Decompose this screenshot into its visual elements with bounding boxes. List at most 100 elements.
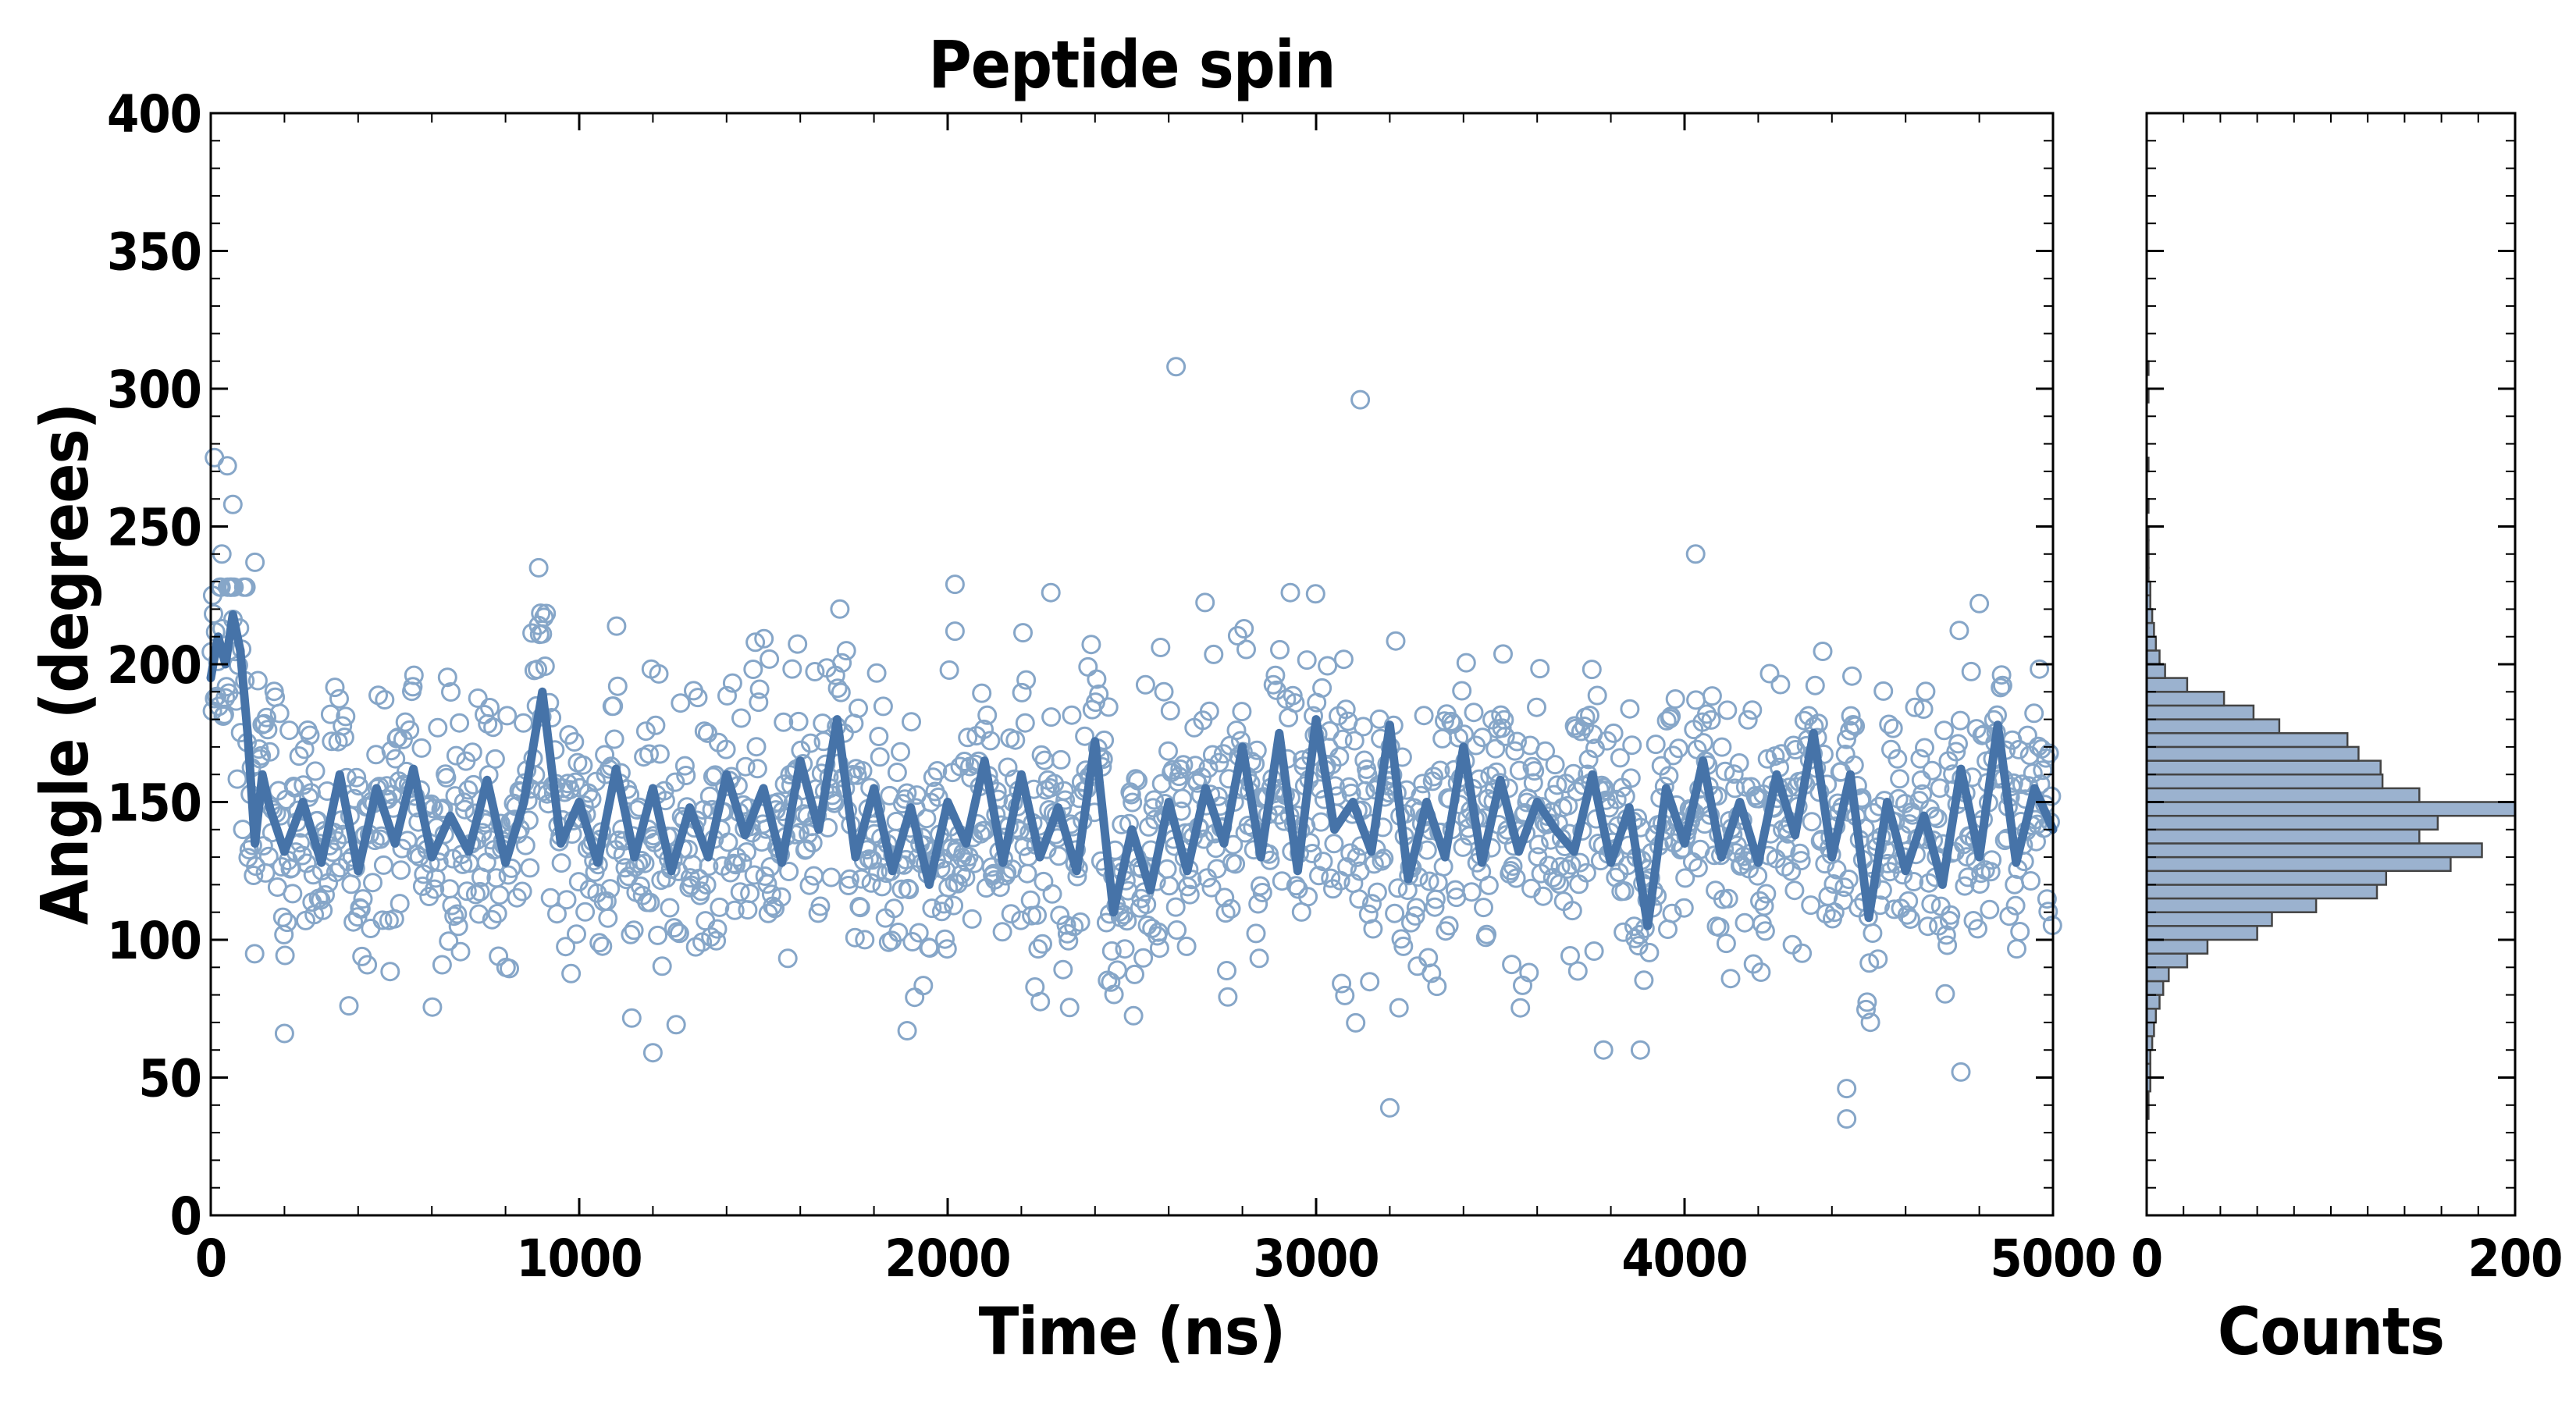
scatter-point: [1332, 729, 1353, 749]
y-tick-label: 200: [107, 635, 201, 695]
scatter-outlier-point: [642, 1043, 663, 1063]
scatter-point: [640, 892, 660, 912]
scatter-point: [1890, 769, 1910, 789]
scatter-point: [1493, 644, 1513, 664]
scatter-point: [765, 898, 785, 919]
scatter-point: [1346, 1012, 1366, 1033]
scatter-point: [955, 752, 974, 771]
y-tick-label: 400: [107, 84, 201, 144]
scatter-point: [1898, 891, 1919, 911]
scatter-point: [1999, 906, 2019, 927]
scatter-point: [1827, 859, 1847, 880]
scatter-point: [305, 761, 326, 781]
scatter-point: [1362, 894, 1382, 914]
scatter-point: [604, 729, 624, 749]
scatter-point: [1982, 850, 2002, 870]
scatter-point: [1634, 970, 1654, 991]
scatter-point: [347, 767, 367, 788]
scatter-outlier-point: [1969, 593, 1990, 614]
scatter-point: [1151, 638, 1171, 657]
scatter-point: [749, 692, 769, 713]
scatter-point: [1992, 675, 2012, 695]
scatter-point: [1921, 894, 1941, 914]
scatter-point: [1335, 985, 1355, 1005]
scatter-point: [564, 732, 585, 752]
scatter-point: [1930, 778, 1950, 799]
scatter-point: [607, 616, 627, 636]
x-tick-label: 4000: [1621, 1229, 1747, 1289]
scatter-point: [1016, 670, 1037, 690]
scatter-point: [372, 910, 393, 930]
scatter-point: [1321, 868, 1341, 888]
scatter-point: [738, 900, 758, 920]
scatter-point: [1456, 653, 1476, 673]
scatter-point: [1662, 903, 1682, 923]
scatter-point: [782, 659, 802, 679]
scatter-point: [1360, 972, 1380, 992]
scatter-point: [547, 904, 567, 924]
scatter-point: [922, 898, 942, 919]
scatter-point: [821, 867, 841, 887]
histogram-bar: [2145, 938, 2209, 955]
scatter-point: [2037, 889, 2057, 909]
scatter-point: [557, 890, 577, 910]
scatter-point: [771, 887, 792, 907]
scatter-point: [239, 840, 259, 860]
scatter-point: [336, 706, 356, 727]
histogram-x-tick-label: 0: [2131, 1229, 2162, 1289]
scatter-point: [1710, 917, 1730, 937]
histogram-bar: [2145, 677, 2189, 693]
scatter-point: [1391, 929, 1411, 949]
scatter-point: [1388, 878, 1408, 898]
scatter-point: [573, 755, 593, 775]
histogram-bars: [2145, 360, 2517, 1120]
scatter-point: [1187, 773, 1208, 793]
scatter-point: [1991, 665, 2012, 685]
scatter-point: [483, 717, 503, 738]
scatter-point: [311, 890, 331, 910]
scatter-point: [446, 745, 466, 766]
scatter-point: [1535, 741, 1556, 761]
scatter-point: [1050, 905, 1070, 926]
scatter-point: [1863, 923, 1883, 943]
scatter-point: [1027, 905, 1047, 925]
histogram-plot: 0 200 Counts: [2131, 112, 2563, 1370]
scatter-point: [1720, 969, 1741, 989]
scatter-point: [1860, 1012, 1880, 1033]
scatter-point: [1919, 873, 1939, 893]
scatter-point: [361, 919, 381, 938]
x-axis-label: Time (ns): [979, 1293, 1286, 1370]
scatter-point: [873, 696, 893, 717]
scatter-point: [2005, 895, 2026, 916]
scatter-point: [582, 789, 602, 809]
scatter-point: [1452, 681, 1472, 701]
scatter-point: [450, 941, 471, 962]
scatter-point: [1414, 706, 1434, 726]
scatter-point: [724, 900, 745, 920]
scatter-point: [1125, 964, 1144, 984]
scatter-point: [1126, 769, 1146, 789]
scatter-point: [1857, 992, 1877, 1012]
scatter-point: [403, 677, 423, 697]
scatter-point: [501, 858, 521, 878]
scatter-point: [2008, 739, 2029, 759]
scatter-point: [652, 956, 672, 976]
scatter-point: [1622, 735, 1642, 756]
histogram-bar: [2145, 870, 2388, 886]
scatter-point: [536, 603, 557, 624]
scatter-point: [1318, 656, 1338, 676]
scatter-point: [1217, 961, 1236, 980]
scatter-point: [1041, 707, 1062, 727]
scatter-point: [1386, 631, 1406, 651]
scatter-point: [1980, 899, 2000, 919]
scatter-point: [615, 858, 635, 878]
scatter-point: [1558, 795, 1578, 816]
scatter-point: [1165, 897, 1186, 917]
x-tick-label: 1000: [516, 1229, 642, 1289]
scatter-point: [1693, 733, 1713, 753]
scatter-point: [691, 881, 711, 902]
scatter-outlier-point: [205, 447, 225, 468]
scatter-point: [696, 911, 716, 931]
scatter-point: [1144, 790, 1164, 810]
